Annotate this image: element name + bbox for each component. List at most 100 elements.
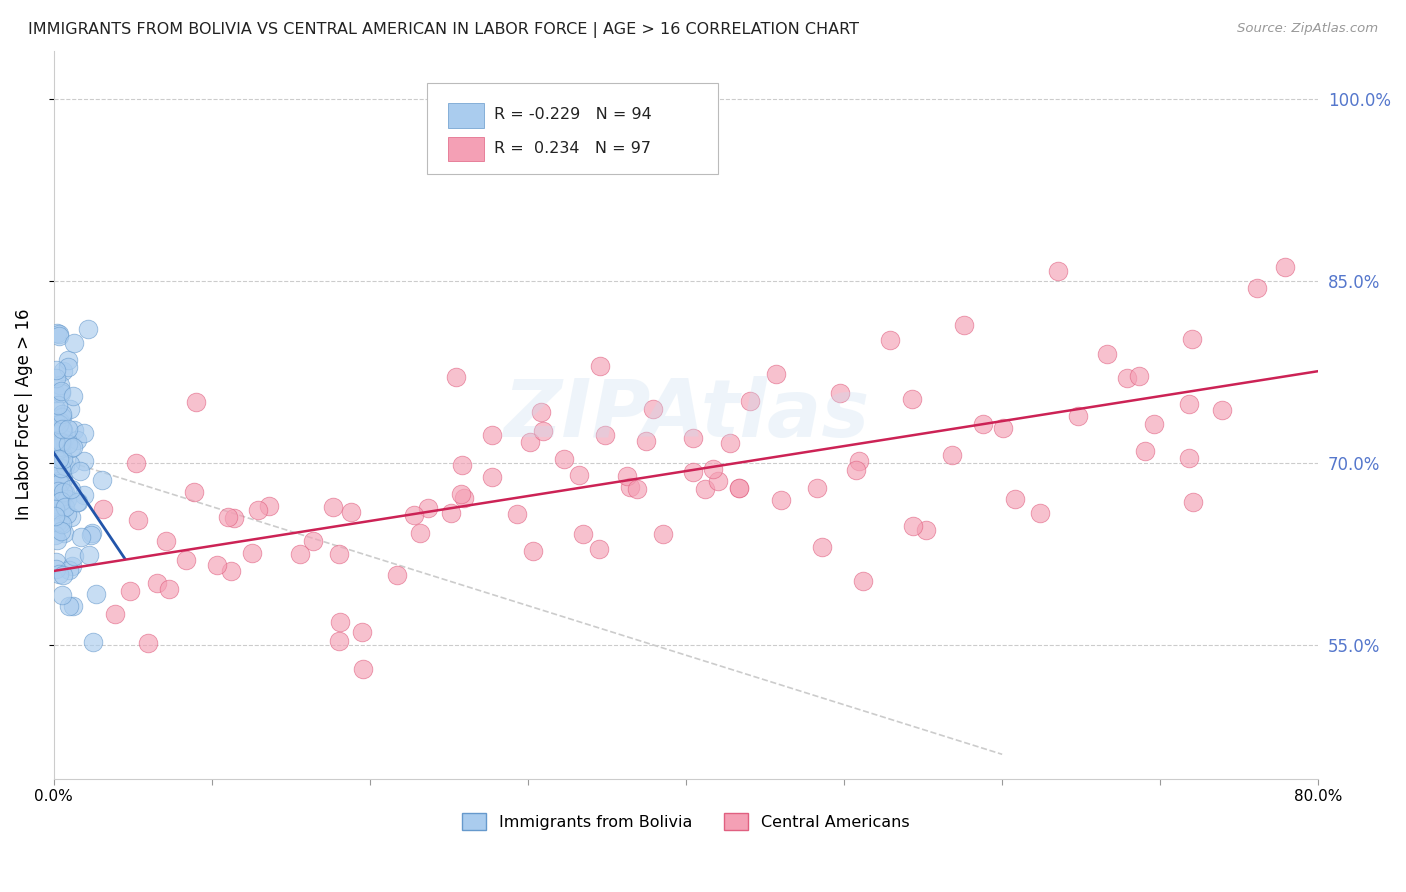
Point	[1046, 263, 1069, 277]
Point	[51, 446, 73, 460]
Point	[740, 394, 762, 409]
Point	[727, 481, 749, 495]
Point	[52, 363, 75, 377]
Point	[66, 495, 89, 509]
Point	[59, 457, 82, 471]
Point	[44, 528, 66, 542]
Point	[58, 563, 80, 577]
Point	[519, 435, 541, 450]
Point	[845, 463, 868, 477]
Point	[901, 392, 924, 407]
Point	[901, 519, 924, 533]
Point	[46, 454, 69, 468]
Point	[1004, 491, 1026, 506]
Point	[553, 451, 575, 466]
Point	[52, 452, 75, 467]
Point	[51, 588, 73, 602]
Point	[848, 453, 870, 467]
Point	[56, 491, 79, 506]
Point	[616, 469, 638, 483]
Point	[51, 524, 73, 539]
Text: IMMIGRANTS FROM BOLIVIA VS CENTRAL AMERICAN IN LABOR FORCE | AGE > 16 CORRELATIO: IMMIGRANTS FROM BOLIVIA VS CENTRAL AMERI…	[28, 22, 859, 38]
Point	[247, 502, 270, 516]
Point	[728, 481, 751, 495]
Point	[174, 553, 197, 567]
Point	[60, 559, 83, 574]
Point	[1181, 494, 1204, 508]
Point	[51, 435, 73, 450]
Point	[59, 442, 82, 456]
Point	[48, 440, 70, 454]
Point	[82, 635, 104, 649]
Point	[104, 607, 127, 622]
Point	[52, 567, 75, 582]
Point	[52, 423, 75, 437]
Point	[329, 615, 352, 629]
Point	[695, 482, 717, 496]
Point	[58, 599, 80, 614]
Point	[51, 422, 73, 436]
Point	[80, 525, 103, 540]
Point	[444, 370, 467, 384]
Point	[49, 384, 72, 399]
Point	[571, 526, 593, 541]
FancyBboxPatch shape	[427, 84, 717, 175]
Point	[328, 547, 350, 561]
Point	[404, 508, 426, 522]
Text: ZIPAtlas: ZIPAtlas	[503, 376, 869, 454]
Point	[45, 562, 67, 576]
Point	[46, 515, 69, 529]
Point	[79, 527, 101, 541]
Point	[48, 329, 70, 343]
Point	[1178, 397, 1201, 411]
Point	[52, 472, 75, 486]
Point	[48, 398, 70, 412]
Point	[77, 548, 100, 562]
Point	[718, 435, 741, 450]
Point	[531, 424, 554, 438]
Point	[568, 467, 591, 482]
Point	[328, 634, 350, 648]
Point	[46, 483, 69, 498]
Point	[1211, 403, 1233, 417]
Point	[340, 505, 363, 519]
Point	[450, 487, 472, 501]
Point	[63, 335, 86, 350]
Point	[52, 485, 75, 500]
Point	[62, 440, 84, 454]
Point	[44, 501, 66, 516]
Legend: Immigrants from Bolivia, Central Americans: Immigrants from Bolivia, Central America…	[456, 806, 917, 836]
Point	[48, 566, 70, 581]
Point	[1246, 281, 1268, 295]
Point	[257, 499, 280, 513]
Point	[125, 457, 148, 471]
Point	[651, 527, 673, 541]
Point	[416, 501, 439, 516]
Point	[352, 662, 374, 676]
Point	[222, 511, 245, 525]
Point	[157, 582, 180, 596]
Point	[45, 326, 67, 341]
Point	[49, 461, 72, 475]
Point	[155, 534, 177, 549]
Point	[51, 460, 73, 475]
Point	[707, 474, 730, 488]
Point	[53, 500, 76, 514]
FancyBboxPatch shape	[449, 136, 484, 161]
Point	[45, 370, 67, 384]
Point	[53, 458, 76, 473]
Point	[619, 480, 641, 494]
Point	[184, 395, 207, 409]
Point	[589, 359, 612, 373]
Point	[451, 458, 474, 472]
Point	[1181, 332, 1204, 346]
Point	[127, 513, 149, 527]
Point	[852, 574, 875, 588]
Point	[530, 405, 553, 419]
Point	[1128, 369, 1150, 384]
Point	[48, 516, 70, 531]
Point	[48, 327, 70, 342]
Point	[322, 500, 344, 515]
Point	[1143, 417, 1166, 431]
Point	[1178, 450, 1201, 465]
